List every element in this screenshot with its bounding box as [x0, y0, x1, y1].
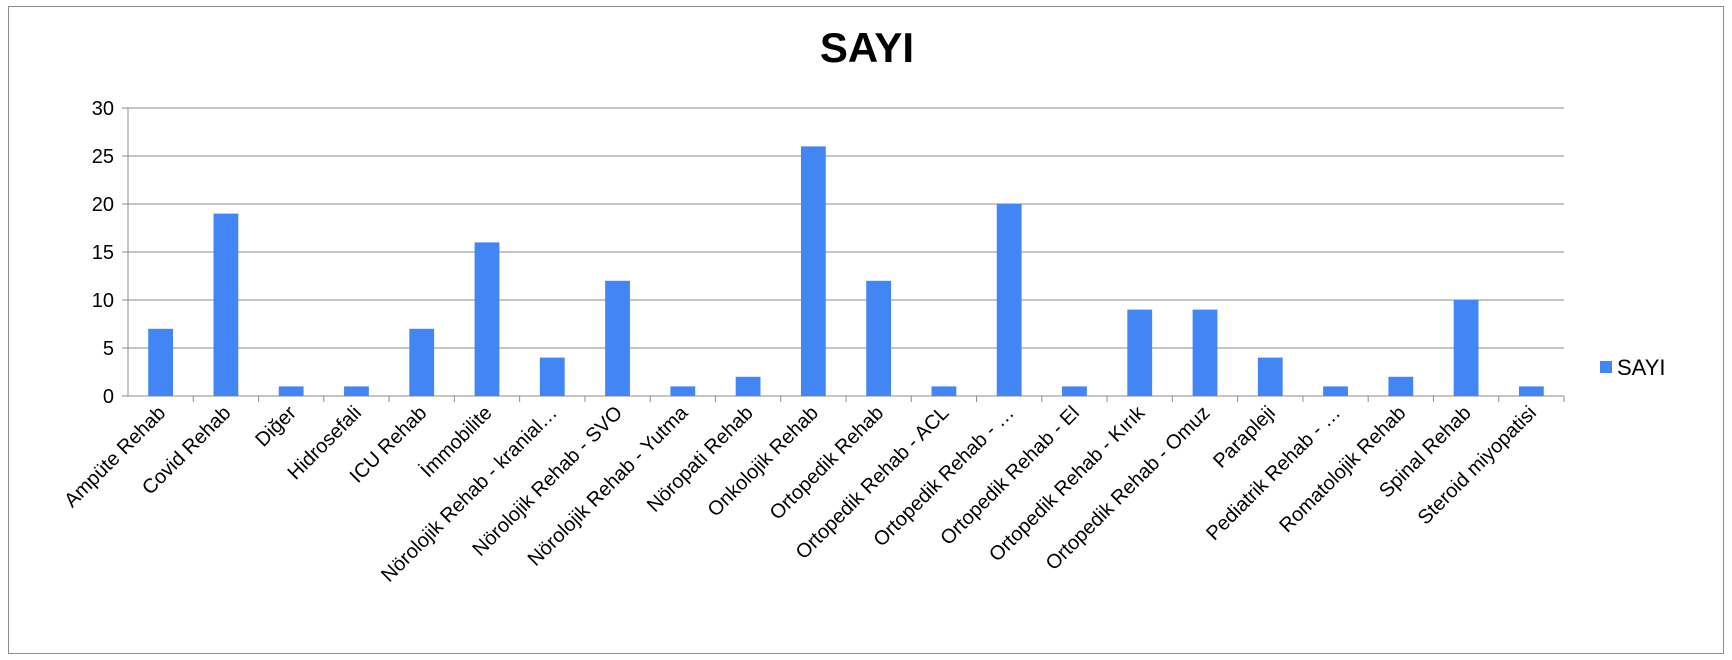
- x-tick-label: Diğer: [251, 402, 301, 452]
- y-tick-label: 10: [92, 290, 114, 312]
- bar: [148, 328, 174, 396]
- bar: [735, 376, 761, 396]
- bar: [539, 357, 565, 396]
- bar: [1192, 309, 1218, 396]
- bar: [996, 204, 1022, 396]
- bar: [1062, 386, 1087, 396]
- x-tick-label: Ortopedik Rehab: [766, 402, 888, 524]
- chart-frame: [8, 6, 1724, 654]
- bar: [800, 146, 826, 396]
- bar: [409, 328, 435, 396]
- x-tick-label: Steroid miyopatisi: [1414, 402, 1541, 529]
- y-tick-label: 15: [92, 242, 114, 264]
- y-tick-label: 25: [92, 146, 114, 168]
- x-tick-label: Romatolojik Rehab: [1275, 402, 1410, 537]
- legend: SAYI: [1600, 355, 1666, 380]
- y-tick-label: 0: [103, 386, 114, 408]
- bar: [278, 386, 304, 396]
- y-tick-label: 20: [92, 194, 114, 216]
- bar: [866, 280, 892, 396]
- bar: [670, 386, 696, 396]
- bar: [1518, 386, 1544, 396]
- bar: [1388, 376, 1414, 396]
- bar: [1127, 309, 1153, 396]
- bars: [148, 146, 1544, 396]
- legend-swatch: [1600, 361, 1612, 373]
- bar: [1453, 300, 1479, 396]
- bar: [474, 242, 500, 396]
- x-tick-label: Onkolojik Rehab: [704, 402, 823, 521]
- bar: [605, 280, 630, 396]
- bar: [1323, 386, 1348, 396]
- gridlines: [122, 107, 1564, 397]
- y-tick-label: 30: [92, 98, 114, 120]
- y-tick-label: 5: [103, 338, 114, 360]
- bar: [213, 213, 239, 396]
- bar: [931, 386, 957, 396]
- bar: [344, 386, 369, 396]
- legend-label: SAYI: [1617, 355, 1666, 380]
- bar: [1257, 357, 1283, 396]
- y-axis-ticks: 0 5 10 15 20 25 30: [92, 98, 114, 408]
- chart-title: SAYI: [820, 24, 914, 71]
